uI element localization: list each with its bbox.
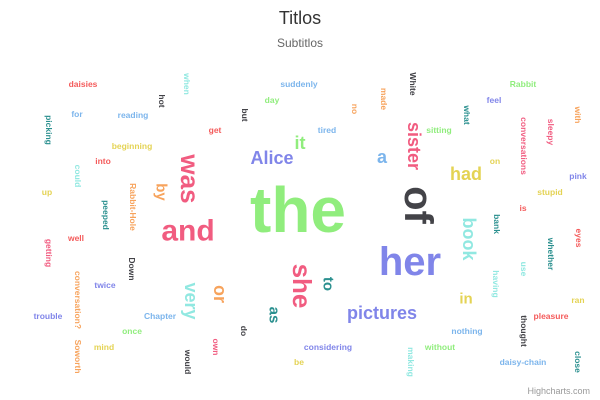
word-to[interactable]: to <box>320 277 337 291</box>
chart-credit[interactable]: Highcharts.com <box>527 386 590 396</box>
word-book[interactable]: book <box>459 218 479 262</box>
word-by[interactable]: by <box>153 183 170 201</box>
word-but[interactable]: but <box>240 108 250 121</box>
word-when[interactable]: when <box>182 72 192 95</box>
word-rabbit-hole[interactable]: Rabbit-Hole <box>128 183 138 231</box>
word-eyes[interactable]: eyes <box>574 229 584 248</box>
word-was[interactable]: was <box>175 153 205 203</box>
word-well[interactable]: well <box>67 233 84 243</box>
word-daisies[interactable]: daisies <box>69 79 98 89</box>
word-pink[interactable]: pink <box>569 171 587 181</box>
word-be[interactable]: be <box>294 357 304 367</box>
word-use[interactable]: use <box>519 262 529 277</box>
word-considering[interactable]: considering <box>304 342 352 352</box>
word-had[interactable]: had <box>450 164 482 184</box>
word-day[interactable]: day <box>265 95 280 105</box>
chart-subtitle: Subtitlos <box>276 36 324 50</box>
word-reading[interactable]: reading <box>118 110 149 120</box>
word-whether[interactable]: whether <box>546 237 556 271</box>
word-in[interactable]: in <box>459 291 472 308</box>
word-into[interactable]: into <box>95 156 111 166</box>
word-get[interactable]: get <box>209 125 222 135</box>
word-what[interactable]: what <box>462 104 472 125</box>
word-pictures[interactable]: pictures <box>347 303 417 323</box>
word-ran[interactable]: ran <box>571 295 584 305</box>
word-she[interactable]: she <box>287 264 317 309</box>
word-thought[interactable]: thought <box>519 315 529 347</box>
word-daisy-chain[interactable]: daisy-chain <box>500 357 547 367</box>
word-it[interactable]: it <box>295 133 306 153</box>
chart-title: Titlos <box>278 8 322 28</box>
word-twice[interactable]: twice <box>94 280 116 290</box>
word-very[interactable]: very <box>181 282 201 319</box>
word-conversations[interactable]: conversations <box>519 117 529 175</box>
word-conversation[interactable]: conversation? <box>73 271 83 329</box>
word-own[interactable]: own <box>211 339 221 356</box>
word-sitting[interactable]: sitting <box>426 125 452 135</box>
word-beginning[interactable]: beginning <box>112 141 153 151</box>
word-without[interactable]: without <box>424 342 455 352</box>
word-picking[interactable]: picking <box>44 115 54 145</box>
word-and[interactable]: and <box>161 215 214 248</box>
word-having[interactable]: having <box>491 270 501 297</box>
word-alice[interactable]: Alice <box>250 148 293 168</box>
word-up[interactable]: up <box>42 187 52 197</box>
word-with[interactable]: with <box>573 106 583 124</box>
word-could[interactable]: could <box>73 165 83 188</box>
word-once[interactable]: once <box>122 326 142 336</box>
word-would[interactable]: would <box>183 349 193 375</box>
word-on[interactable]: on <box>490 156 500 166</box>
word-or[interactable]: or <box>210 285 230 303</box>
word-suddenly[interactable]: suddenly <box>280 79 318 89</box>
word-sleepy[interactable]: sleepy <box>546 119 556 146</box>
word-as[interactable]: as <box>266 307 283 324</box>
word-stupid[interactable]: stupid <box>537 187 563 197</box>
word-close[interactable]: close <box>573 351 583 373</box>
word-trouble[interactable]: trouble <box>34 311 63 321</box>
word-hot[interactable]: hot <box>157 94 167 107</box>
word-feel[interactable]: feel <box>487 95 502 105</box>
word-mind[interactable]: mind <box>94 342 114 352</box>
word-bank[interactable]: bank <box>492 214 502 234</box>
word-do[interactable]: do <box>239 326 249 336</box>
word-of[interactable]: of <box>396 186 440 224</box>
word-peeped[interactable]: peeped <box>101 200 111 230</box>
word-white[interactable]: White <box>408 72 418 95</box>
word-her[interactable]: her <box>379 240 441 284</box>
word-chapter[interactable]: Chapter <box>144 311 177 321</box>
word-nothing[interactable]: nothing <box>451 326 482 336</box>
word-no[interactable]: no <box>350 104 360 114</box>
word-pleasure[interactable]: pleasure <box>534 311 569 321</box>
word-tired[interactable]: tired <box>318 125 336 135</box>
word-down[interactable]: Down <box>127 257 137 280</box>
word-worth[interactable]: worth <box>73 349 83 373</box>
word-so[interactable]: So <box>73 340 83 351</box>
word-getting[interactable]: getting <box>44 239 54 267</box>
word-is[interactable]: is <box>519 203 526 213</box>
word-made[interactable]: made <box>379 88 389 110</box>
word-the[interactable]: the <box>250 174 346 246</box>
word-sister[interactable]: sister <box>404 122 424 170</box>
word-rabbit[interactable]: Rabbit <box>510 79 537 89</box>
word-for[interactable]: for <box>71 109 83 119</box>
word-a[interactable]: a <box>377 147 388 167</box>
word-making[interactable]: making <box>406 347 416 377</box>
